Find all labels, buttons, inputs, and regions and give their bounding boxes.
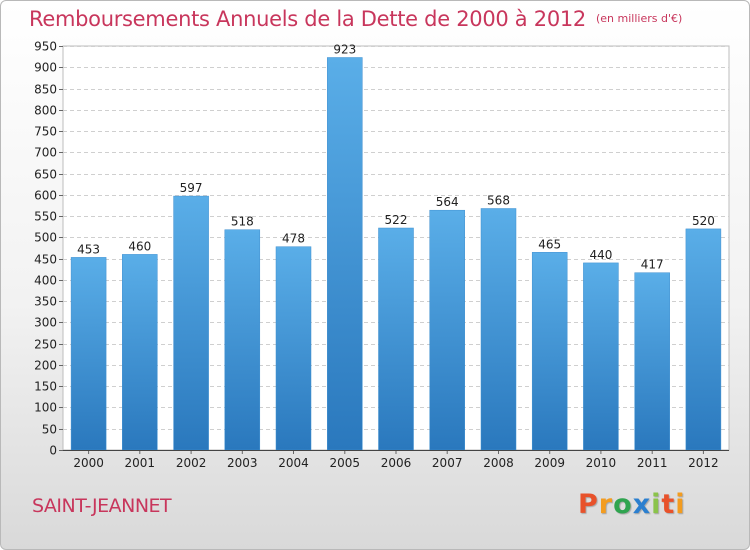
proxiti-logo: Proxiti xyxy=(578,489,686,520)
x-tick-label-2010: 2010 xyxy=(586,456,617,470)
x-tick-label-2003: 2003 xyxy=(227,456,258,470)
y-tick-label: 300 xyxy=(34,316,57,330)
bar-2002 xyxy=(173,195,209,451)
x-tick-label-2009: 2009 xyxy=(534,456,565,470)
value-label-2000: 453 xyxy=(77,242,100,256)
value-label-2001: 460 xyxy=(128,239,151,253)
y-tick-label: 0 xyxy=(49,444,57,458)
chart-unit-text: (en milliers d'€) xyxy=(596,12,683,25)
x-tick-label-2001: 2001 xyxy=(125,456,156,470)
bar-2001 xyxy=(122,254,158,451)
x-tick-label-2000: 2000 xyxy=(73,456,104,470)
y-tick-label: 50 xyxy=(42,423,57,437)
y-tick-label: 350 xyxy=(34,295,57,309)
bar-2010 xyxy=(583,262,619,451)
value-label-2005: 923 xyxy=(333,43,356,57)
y-tick-label: 700 xyxy=(34,146,57,160)
bar-2012 xyxy=(685,228,722,451)
y-tick-label: 550 xyxy=(34,210,57,224)
y-tick-label: 950 xyxy=(34,40,57,54)
x-tick-label-2002: 2002 xyxy=(176,456,207,470)
x-tick-label-2006: 2006 xyxy=(381,456,412,470)
y-tick-label: 100 xyxy=(34,401,57,415)
value-label-2008: 568 xyxy=(487,194,510,208)
x-tick-label-2007: 2007 xyxy=(432,456,463,470)
x-tick-label-2008: 2008 xyxy=(483,456,514,470)
y-tick-label: 850 xyxy=(34,83,57,97)
bars: 453 460 597 518 478 923 522 564 568 465 440 417 520 xyxy=(70,43,722,451)
bar-2003 xyxy=(224,229,261,451)
y-axis-ticks: 0 50 100 150 200 250 300 350 400 450 500 550 600 650 7… xyxy=(34,40,63,458)
bar-2011 xyxy=(634,272,670,451)
y-tick-label: 150 xyxy=(34,380,57,394)
x-tick-label-2011: 2011 xyxy=(637,456,668,470)
y-tick-label: 750 xyxy=(34,125,57,139)
bar-2007 xyxy=(429,209,465,451)
bar-2005 xyxy=(327,57,363,451)
bar-2000 xyxy=(70,257,107,451)
value-label-2011: 417 xyxy=(641,258,664,272)
y-tick-label: 400 xyxy=(34,274,57,288)
bar-2009 xyxy=(531,252,568,451)
y-tick-label: 900 xyxy=(34,61,57,75)
value-label-2002: 597 xyxy=(180,181,203,195)
chart-title: Remboursements Annuels de la Dette de 20… xyxy=(29,7,682,31)
bar-2004 xyxy=(275,246,312,451)
bar-2008 xyxy=(480,208,517,451)
y-tick-label: 450 xyxy=(34,253,57,267)
x-axis-ticks: 2000 2001 2002 2003 2004 2005 2006 2007 2008 2009… xyxy=(73,450,719,470)
value-label-2012: 520 xyxy=(692,214,715,228)
y-tick-label: 500 xyxy=(34,231,57,245)
y-tick-label: 800 xyxy=(34,104,57,118)
value-label-2010: 440 xyxy=(589,248,612,262)
y-tick-label: 250 xyxy=(34,338,57,352)
x-tick-label-2005: 2005 xyxy=(330,456,361,470)
value-label-2007: 564 xyxy=(436,195,459,209)
value-label-2004: 478 xyxy=(282,232,305,246)
y-tick-label: 650 xyxy=(34,168,57,182)
y-tick-label: 600 xyxy=(34,189,57,203)
value-label-2003: 518 xyxy=(231,215,254,229)
bar-2006 xyxy=(378,227,414,451)
x-tick-label-2004: 2004 xyxy=(278,456,309,470)
value-label-2006: 522 xyxy=(385,213,408,227)
value-label-2009: 465 xyxy=(538,237,561,251)
city-name: SAINT-JEANNET xyxy=(32,495,172,517)
x-tick-label-2012: 2012 xyxy=(688,456,719,470)
chart-title-text: Remboursements Annuels de la Dette de 20… xyxy=(29,7,586,31)
y-tick-label: 200 xyxy=(34,359,57,373)
